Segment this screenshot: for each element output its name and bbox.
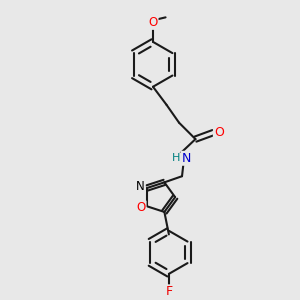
Text: H: H (172, 153, 180, 163)
Text: O: O (214, 126, 224, 139)
Text: O: O (148, 16, 158, 29)
Text: F: F (165, 285, 172, 298)
Text: N: N (182, 152, 191, 165)
Text: O: O (136, 201, 146, 214)
Text: N: N (136, 180, 145, 193)
